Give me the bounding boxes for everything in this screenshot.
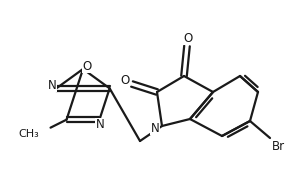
Text: O: O xyxy=(82,60,92,73)
Text: O: O xyxy=(183,32,193,44)
Text: O: O xyxy=(120,74,130,88)
Text: N: N xyxy=(150,122,159,135)
Text: N: N xyxy=(96,118,105,131)
Text: N: N xyxy=(48,79,57,92)
Text: Br: Br xyxy=(271,139,285,153)
Text: CH₃: CH₃ xyxy=(19,129,40,139)
